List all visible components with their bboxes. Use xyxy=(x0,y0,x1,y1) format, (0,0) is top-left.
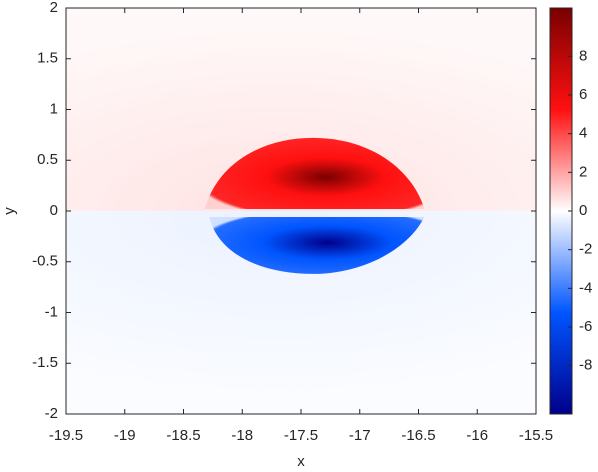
y-tick-label: 0.5 xyxy=(37,151,58,168)
x-tick-label: -19.5 xyxy=(49,427,83,444)
x-tick-label: -17.5 xyxy=(284,427,318,444)
y-tick-label: -2 xyxy=(45,405,58,422)
x-axis-label: x xyxy=(297,453,305,470)
colorbar-tick-label: -4 xyxy=(579,279,592,296)
y-tick-label: -1.5 xyxy=(32,354,58,371)
y-tick-label: 2 xyxy=(50,0,58,16)
negative-lobe xyxy=(209,217,425,274)
y-tick-label: 0 xyxy=(50,202,58,219)
y-axis-label: y xyxy=(1,207,18,215)
x-tick-label: -18 xyxy=(231,427,253,444)
x-tick-label: -18.5 xyxy=(166,427,200,444)
y-tick-label: 1 xyxy=(50,100,58,117)
colorbar-tick-label: 8 xyxy=(579,47,587,64)
y-tick-label: -0.5 xyxy=(32,253,58,270)
y-tick-label: -1 xyxy=(45,303,58,320)
colorbar-tick-label: -8 xyxy=(579,357,592,374)
colorbar-tick-label: -2 xyxy=(579,241,592,258)
colorbar-tick-label: 2 xyxy=(579,163,587,180)
colorbar-tick-label: 4 xyxy=(579,125,587,142)
colorbar-tick-label: 0 xyxy=(579,202,587,219)
x-tick-label: -16 xyxy=(466,427,488,444)
colorbar-tick-label: -6 xyxy=(579,318,592,335)
x-tick-label: -15.5 xyxy=(519,427,553,444)
positive-lobe xyxy=(204,137,425,209)
x-tick-label: -16.5 xyxy=(401,427,435,444)
colorbar-tick-label: 6 xyxy=(579,86,587,103)
x-tick-label: -17 xyxy=(349,427,371,444)
x-tick-label: -19 xyxy=(114,427,136,444)
y-tick-label: 1.5 xyxy=(37,50,58,67)
